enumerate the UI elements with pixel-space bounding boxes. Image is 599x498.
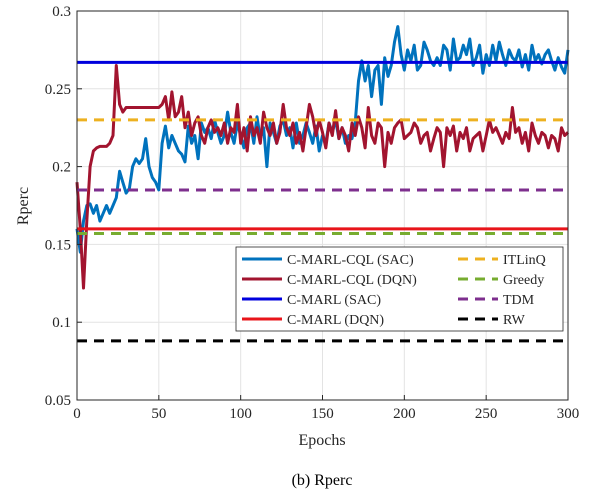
- x-tick-label: 300: [557, 406, 580, 422]
- axis-ticks: 0 50 100 150 200 250 300 0.05 0.1 0.15 0.2 0.25 0.3: [45, 4, 580, 422]
- legend-label-c-marl-cql-dqn: C-MARL-CQL (DQN): [287, 273, 417, 288]
- legend-label-c-marl-sac: C-MARL (SAC): [287, 293, 381, 308]
- x-tick-label: 250: [475, 406, 498, 422]
- y-axis-label: Rperc: [15, 187, 32, 225]
- x-axis-label: Epochs: [298, 432, 345, 449]
- x-tick-label: 50: [151, 406, 166, 422]
- x-tick-label: 100: [229, 406, 252, 422]
- legend-label-c-marl-dqn: C-MARL (DQN): [287, 313, 384, 328]
- legend-label-c-marl-cql-sac: C-MARL-CQL (SAC): [287, 253, 414, 268]
- legend-label-itlinq: ITLinQ: [503, 253, 546, 268]
- y-tick-label: 0.2: [52, 160, 71, 176]
- x-tick-label: 150: [311, 406, 334, 422]
- legend-box: [235, 246, 564, 332]
- x-tick-label: 200: [393, 406, 416, 422]
- y-tick-label: 0.3: [52, 4, 71, 20]
- y-tick-label: 0.25: [45, 82, 71, 98]
- series-line-c-marl-cql-dqn: [75, 64, 570, 290]
- legend-label-rw: RW: [503, 313, 526, 328]
- y-tick-label: 0.05: [45, 393, 71, 409]
- figure-caption: (b) Rperc: [292, 472, 353, 489]
- x-tick-label: 0: [73, 406, 81, 422]
- legend-label-greedy: Greedy: [503, 273, 544, 288]
- y-tick-label: 0.1: [52, 315, 71, 331]
- legend: C-MARL-CQL (SAC) C-MARL-CQL (DQN) C-MARL (…: [235, 246, 564, 332]
- legend-label-tdm: TDM: [503, 293, 535, 308]
- y-tick-label: 0.15: [45, 237, 71, 253]
- series-layer: [75, 25, 570, 343]
